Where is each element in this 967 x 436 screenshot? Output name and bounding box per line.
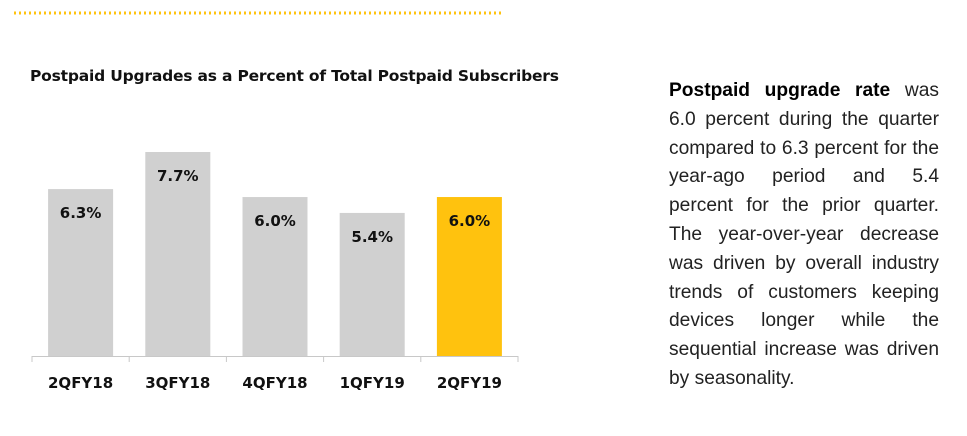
data-label-2QFY19: 6.0% <box>449 212 491 230</box>
x-tick-label-1QFY19: 1QFY19 <box>340 374 405 392</box>
x-tick-label-3QFY18: 3QFY18 <box>145 374 210 392</box>
bar-1QFY19 <box>339 212 405 356</box>
commentary-paragraph: Postpaid upgrade rate was 6.0 percent du… <box>669 77 939 394</box>
bar-2QFY19 <box>436 197 502 356</box>
bar-3QFY18 <box>145 152 211 356</box>
dotted-divider <box>14 11 501 15</box>
x-tick-label-2QFY18: 2QFY18 <box>48 374 113 392</box>
chart-title: Postpaid Upgrades as a Percent of Total … <box>30 67 559 85</box>
bar-2QFY18 <box>48 189 114 356</box>
data-label-1QFY19: 5.4% <box>351 228 393 246</box>
commentary-lead: Postpaid upgrade rate <box>669 80 891 101</box>
x-tick-label-2QFY19: 2QFY19 <box>437 374 502 392</box>
commentary-body: was 6.0 percent during the quarter compa… <box>669 80 940 389</box>
bar-4QFY18 <box>242 197 308 356</box>
bar-chart: 6.3% 2QFY18 7.7% 3QFY18 6.0% 4QFY18 5.4% 1QFY19… <box>31 152 519 392</box>
data-label-2QFY18: 6.3% <box>60 204 102 222</box>
x-tick-label-4QFY18: 4QFY18 <box>242 374 307 392</box>
data-label-4QFY18: 6.0% <box>254 212 296 230</box>
data-label-3QFY18: 7.7% <box>157 167 199 185</box>
